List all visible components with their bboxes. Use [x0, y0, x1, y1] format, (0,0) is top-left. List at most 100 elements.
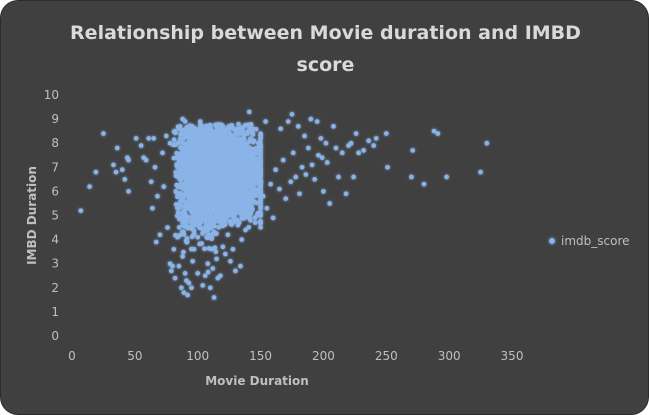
x-tick-label: 150 — [249, 349, 272, 363]
data-point — [233, 209, 238, 215]
data-point — [223, 136, 229, 141]
data-point — [215, 156, 221, 162]
data-point — [336, 174, 341, 180]
data-point — [193, 193, 199, 199]
data-point — [231, 149, 236, 155]
data-point — [231, 184, 237, 189]
data-point — [230, 218, 236, 223]
data-point — [199, 195, 205, 201]
data-point — [249, 206, 255, 212]
data-point — [263, 119, 268, 124]
data-point — [258, 145, 263, 150]
data-point — [239, 237, 245, 242]
data-point — [188, 224, 193, 230]
data-point — [220, 204, 225, 209]
data-point — [323, 140, 329, 146]
data-point — [211, 134, 216, 139]
data-point — [188, 143, 194, 148]
data-point — [409, 174, 414, 180]
data-point — [244, 122, 249, 128]
data-point — [182, 271, 188, 276]
data-point — [225, 193, 230, 199]
data-point — [178, 198, 183, 204]
data-point — [204, 178, 210, 184]
data-point — [196, 203, 202, 209]
y-tick-label: 8 — [51, 136, 59, 150]
data-point — [182, 127, 188, 133]
data-point — [163, 133, 169, 139]
data-point — [225, 200, 231, 205]
data-point — [200, 155, 206, 161]
data-point — [316, 152, 321, 158]
data-point — [182, 144, 188, 149]
data-point — [289, 111, 295, 117]
data-point — [248, 164, 253, 170]
data-point — [180, 212, 186, 218]
data-point — [213, 249, 219, 255]
data-point — [203, 123, 209, 129]
data-point — [192, 126, 198, 132]
data-point — [264, 205, 270, 211]
data-point — [143, 157, 149, 163]
data-point — [148, 179, 154, 185]
data-point — [197, 225, 202, 231]
legend-label: imdb_score — [561, 234, 630, 248]
data-point — [122, 177, 128, 182]
data-point — [167, 140, 173, 146]
data-point — [210, 154, 216, 160]
data-point — [238, 181, 244, 187]
data-point — [253, 189, 258, 194]
data-point — [93, 169, 99, 175]
data-point — [175, 194, 180, 199]
data-point — [205, 269, 211, 275]
data-point — [189, 285, 194, 291]
data-point — [283, 196, 289, 201]
data-point — [126, 157, 131, 163]
data-point — [220, 244, 226, 250]
data-point — [202, 273, 208, 279]
data-point — [303, 172, 309, 177]
data-point — [251, 138, 257, 144]
data-point — [250, 173, 256, 179]
data-point — [278, 126, 283, 132]
data-point — [213, 199, 219, 204]
x-tick-label: 50 — [127, 349, 142, 363]
data-point — [195, 161, 200, 166]
data-point — [202, 173, 207, 179]
data-point — [244, 166, 250, 172]
y-tick-label: 3 — [51, 257, 59, 271]
data-point — [138, 143, 144, 148]
data-point — [211, 146, 217, 152]
data-point — [260, 193, 266, 199]
data-point — [215, 207, 220, 213]
data-point — [245, 190, 251, 195]
data-point — [179, 175, 185, 181]
data-point — [204, 151, 210, 157]
data-point — [308, 116, 314, 122]
data-point — [280, 157, 286, 163]
data-point — [181, 290, 187, 295]
data-point — [193, 167, 198, 173]
data-point — [327, 201, 333, 206]
data-point — [181, 136, 186, 141]
data-point — [173, 169, 179, 175]
data-point — [239, 170, 244, 175]
data-point — [151, 136, 157, 141]
data-point — [421, 181, 427, 187]
data-point — [242, 150, 248, 155]
data-point — [234, 217, 240, 223]
data-point — [306, 145, 311, 151]
data-point — [232, 172, 237, 178]
data-point — [241, 135, 246, 141]
y-tick-label: 1 — [51, 305, 59, 319]
data-point — [187, 204, 193, 209]
data-point — [204, 190, 209, 196]
data-point — [211, 181, 216, 187]
data-point — [206, 129, 212, 134]
data-point — [258, 203, 263, 209]
data-point — [202, 246, 207, 252]
data-point — [235, 138, 240, 144]
y-tick-label: 10 — [44, 88, 59, 102]
data-point — [199, 208, 205, 213]
data-point — [178, 131, 183, 137]
